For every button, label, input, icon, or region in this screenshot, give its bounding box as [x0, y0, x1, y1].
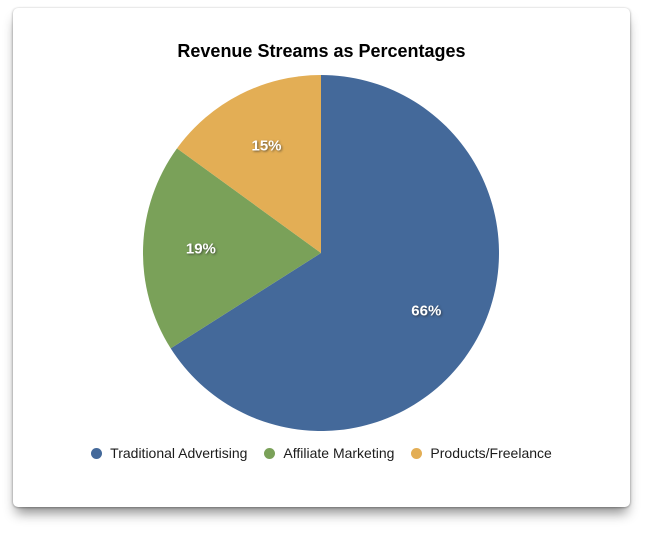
chart-card: Revenue Streams as Percentages 66% 19% 15%… [13, 8, 630, 507]
pie-chart: 66% 19% 15% [142, 75, 499, 431]
pie-slice-traditional-advertising [170, 75, 499, 431]
pie-slice-affiliate-marketing [142, 148, 321, 349]
legend-item-products-freelance: Products/Freelance [411, 445, 552, 461]
chart-legend: Traditional Advertising Affiliate Marketi… [13, 445, 630, 461]
chart-title: Revenue Streams as Percentages [177, 41, 466, 61]
legend-item-traditional-advertising: Traditional Advertising [91, 445, 247, 461]
slice-value-label-traditional-advertising: 66% [411, 302, 441, 319]
legend-label: Affiliate Marketing [283, 445, 395, 461]
legend-item-affiliate-marketing: Affiliate Marketing [264, 445, 394, 461]
slice-value-label-products-freelance: 15% [251, 137, 281, 154]
pie-slice-products-freelance [176, 75, 321, 253]
legend-label: Products/Freelance [430, 445, 552, 461]
legend-label: Traditional Advertising [110, 445, 248, 461]
slice-value-label-affiliate-marketing: 19% [186, 241, 216, 258]
legend-swatch-icon [91, 447, 103, 459]
legend-swatch-icon [264, 447, 276, 459]
legend-swatch-icon [411, 447, 423, 459]
